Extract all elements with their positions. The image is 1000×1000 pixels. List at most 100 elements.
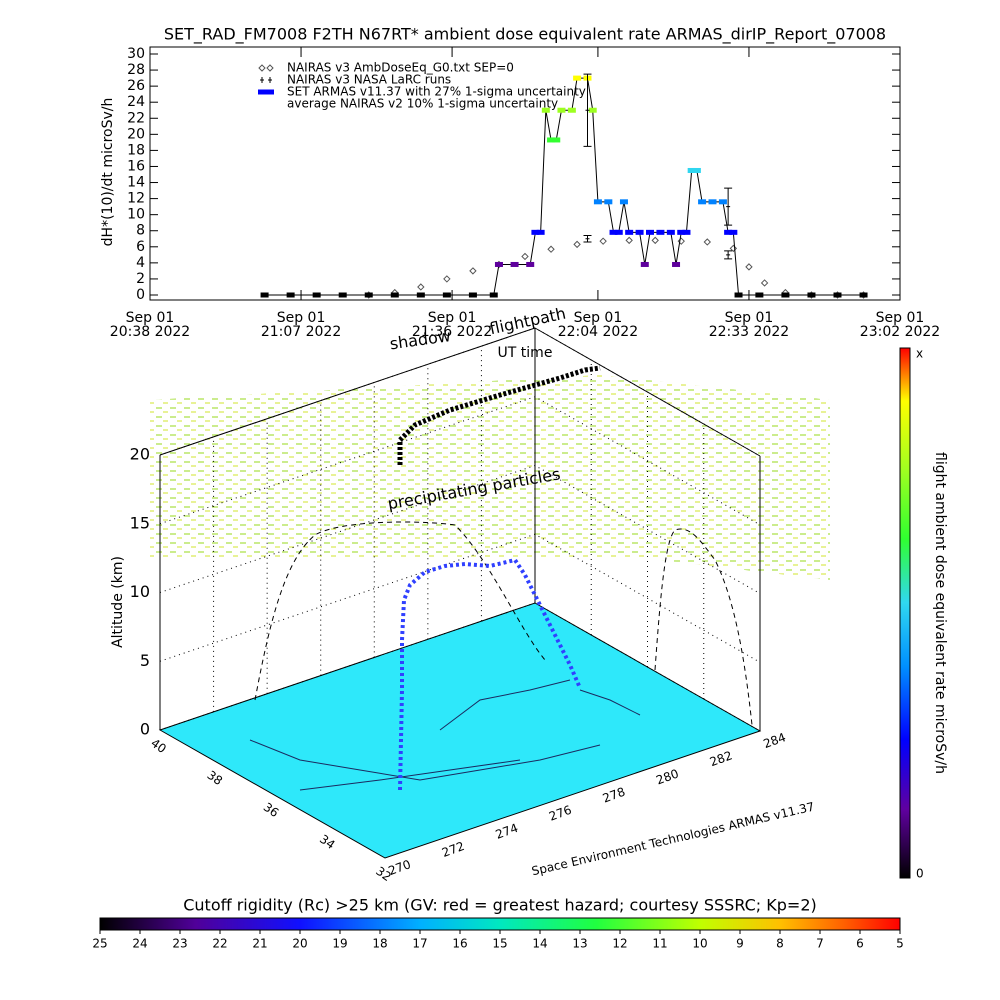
y-tick-label: 2 (136, 271, 145, 287)
legend-symbol (258, 64, 266, 72)
z-tick-label: 10 (130, 582, 150, 601)
armas-point (677, 229, 686, 235)
colorbar-tick-label: 16 (452, 937, 467, 951)
colorbar-tick-label: 0 (916, 867, 924, 881)
armas-point (557, 107, 566, 113)
colorbar-tick-label: 9 (736, 937, 744, 951)
colorbar-title: Cutoff rigidity (Rc) >25 km (GV: red = g… (183, 896, 817, 915)
x-tick-label: Sep 01 (428, 310, 477, 326)
armas-point (468, 292, 477, 298)
colorbar-tick-label: 25 (92, 937, 107, 951)
y-tick-label: 38 (205, 768, 226, 788)
colorbar-tick-label: 20 (292, 937, 307, 951)
colorbar (99, 917, 901, 931)
y-tick-label: 28 (127, 62, 145, 78)
y-tick-label: 6 (136, 239, 145, 255)
armas-point (635, 229, 644, 235)
z-axis-label: Altitude (km) (110, 556, 126, 648)
legend-symbol (260, 77, 264, 83)
colorbar-tick-label: 21 (252, 937, 267, 951)
diamond-point (677, 237, 685, 245)
error-bar (724, 187, 733, 226)
colorbar-tick-label: 7 (816, 937, 824, 951)
x-tick-label: 272 (440, 839, 466, 860)
chart-title: SET_RAD_FM7008 F2TH N67RT* ambient dose … (164, 25, 886, 45)
z-tick-label: 0 (140, 720, 150, 739)
armas-point (609, 229, 618, 235)
precipitation-field (150, 375, 830, 580)
y-tick-label: 14 (127, 175, 145, 191)
armas-point (646, 229, 654, 235)
diamond-point (651, 236, 659, 245)
x-tick-label: 280 (654, 766, 680, 787)
y-tick-label: 30 (127, 46, 145, 62)
x-tick-label: Sep 01 (126, 310, 175, 326)
y-tick-label: 8 (136, 223, 145, 239)
wall-grid-line (159, 327, 761, 457)
map-borders (249, 679, 641, 791)
wall-grid-line (159, 464, 761, 594)
credit: Space Environment Technologies ARMAS v11… (530, 800, 815, 879)
annotation: flightpath (488, 304, 568, 339)
diamond-point (547, 245, 555, 253)
armas-point (619, 199, 628, 205)
diamond-point (625, 236, 633, 245)
colorbar-tick-label: 17 (412, 937, 427, 951)
armas-point (640, 261, 649, 267)
armas-point (614, 229, 623, 235)
colorbar-tick-label: 23 (172, 937, 187, 951)
y-tick-label: 4 (136, 255, 145, 271)
armas-point (718, 199, 727, 205)
armas-point (734, 292, 743, 298)
diamond-point (573, 240, 581, 249)
legend-label: NAIRAS v3 AmbDoseEq_G0.txt SEP=0 (287, 61, 514, 75)
armas-point (526, 261, 535, 267)
armas-point (510, 261, 519, 267)
shadow-path (254, 521, 546, 701)
armas-point (708, 199, 717, 205)
y-tick-label: 20 (127, 126, 145, 142)
armas-point (312, 292, 321, 298)
diamond-point (729, 244, 738, 253)
legend-symbol (266, 64, 274, 72)
legend-label: NAIRAS v3 NASA LaRC runs (287, 73, 451, 87)
armas-point (698, 199, 707, 205)
x-axis-label: UT time (498, 345, 553, 361)
armas-point (364, 292, 373, 298)
armas-point (729, 229, 738, 235)
armas-point (781, 292, 790, 298)
x-tick-label: 282 (708, 748, 734, 769)
colorbar-tick-label: 10 (692, 937, 707, 951)
x-tick-label: 284 (761, 730, 787, 751)
y-tick-label: 22 (127, 110, 145, 126)
diamond-point (521, 252, 529, 261)
colorbar-tick-label: 14 (532, 937, 547, 951)
x-tick-label: 278 (601, 785, 627, 806)
colorbar-tick-label: 11 (652, 937, 667, 951)
y-tick-label: 34 (317, 832, 338, 852)
armas-point (755, 292, 764, 298)
y-tick-label: 18 (127, 142, 145, 158)
armas-point (552, 137, 561, 143)
armas-point (489, 292, 498, 298)
legend-label: SET ARMAS v11.37 with 27% 1-sigma uncert… (287, 85, 586, 99)
x-tick-label: 274 (494, 821, 520, 842)
armas-point (859, 292, 868, 298)
armas-point (541, 107, 550, 113)
y-tick-label: 12 (127, 191, 145, 207)
y-tick-label: 10 (127, 207, 145, 223)
legend-symbol (258, 89, 266, 95)
y-axis-label: dH*(10)/dt microSv/h (100, 98, 116, 247)
armas-point (390, 292, 399, 298)
colorbar-tick-label: 24 (132, 937, 147, 951)
armas-point (536, 229, 545, 235)
colorbar-tick-label: 13 (572, 937, 587, 951)
wall-grid-line (159, 533, 761, 663)
diamond-point (443, 275, 451, 283)
armas-point (656, 229, 665, 235)
armas-point (687, 167, 696, 173)
colorbar (899, 347, 911, 879)
z-tick-label: 20 (130, 445, 150, 464)
armas-point (531, 229, 540, 235)
